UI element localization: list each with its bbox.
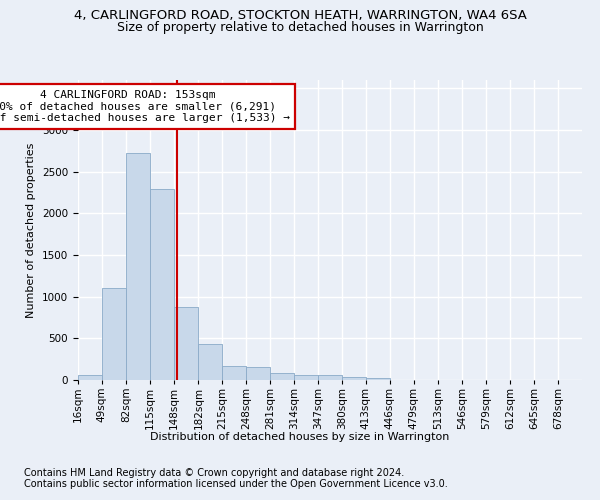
Bar <box>223 366 246 380</box>
Text: Distribution of detached houses by size in Warrington: Distribution of detached houses by size … <box>151 432 449 442</box>
Bar <box>78 376 102 380</box>
Bar <box>318 376 342 380</box>
Y-axis label: Number of detached properties: Number of detached properties <box>26 142 37 318</box>
Bar <box>270 372 294 380</box>
Bar <box>199 344 223 380</box>
Bar <box>246 366 270 380</box>
Text: 4 CARLINGFORD ROAD: 153sqm
← 80% of detached houses are smaller (6,291)
20% of s: 4 CARLINGFORD ROAD: 153sqm ← 80% of deta… <box>0 90 290 123</box>
Bar <box>150 189 174 380</box>
Bar <box>102 288 126 380</box>
Text: Contains HM Land Registry data © Crown copyright and database right 2024.: Contains HM Land Registry data © Crown c… <box>24 468 404 477</box>
Text: Contains public sector information licensed under the Open Government Licence v3: Contains public sector information licen… <box>24 479 448 489</box>
Text: Size of property relative to detached houses in Warrington: Size of property relative to detached ho… <box>116 22 484 35</box>
Bar <box>342 377 366 380</box>
Bar <box>294 375 318 380</box>
Bar <box>174 306 199 380</box>
Text: 4, CARLINGFORD ROAD, STOCKTON HEATH, WARRINGTON, WA4 6SA: 4, CARLINGFORD ROAD, STOCKTON HEATH, WAR… <box>74 9 526 22</box>
Bar <box>126 152 150 380</box>
Bar <box>366 378 390 380</box>
